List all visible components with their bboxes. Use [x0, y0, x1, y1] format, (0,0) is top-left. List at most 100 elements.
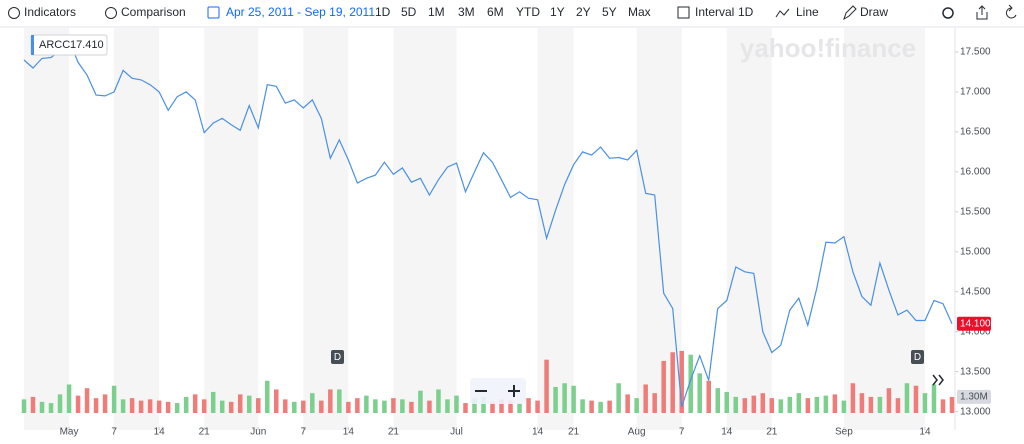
- interval-value[interactable]: 1D: [738, 5, 754, 19]
- y-tick-label: 14.500: [960, 286, 991, 297]
- comparison-button[interactable]: Comparison: [121, 5, 186, 19]
- volume-bar: [877, 396, 883, 413]
- volume-bar: [454, 395, 459, 413]
- volume-bar: [93, 398, 99, 413]
- volume-bar: [102, 394, 108, 413]
- volume-bar: [742, 398, 748, 413]
- x-tick-label: 14: [343, 427, 355, 438]
- range-button[interactable]: Max: [628, 5, 651, 19]
- interval-label: Interval: [695, 5, 734, 19]
- range-button[interactable]: 5Y: [602, 5, 617, 19]
- range-button[interactable]: 5D: [401, 5, 417, 19]
- volume-bar: [373, 399, 378, 413]
- volume-bar: [219, 400, 225, 413]
- range-button[interactable]: 3M: [458, 5, 475, 19]
- x-tick-label: 7: [679, 427, 685, 438]
- dividend-label: D: [914, 352, 921, 363]
- volume-bar: [228, 401, 234, 413]
- volume-bar: [21, 399, 27, 413]
- range-button[interactable]: 1M: [428, 5, 445, 19]
- volume-bar: [634, 398, 639, 413]
- icon: [8, 7, 20, 19]
- x-tick-label: Jul: [450, 427, 463, 438]
- volume-bar: [607, 400, 612, 413]
- week-band: [393, 28, 457, 430]
- volume-bar: [111, 385, 117, 413]
- volume-bar: [850, 383, 856, 413]
- calendar-icon: [207, 6, 220, 19]
- y-tick-label: 17.000: [960, 87, 991, 98]
- volume-bar: [688, 354, 693, 413]
- volume-bar: [769, 398, 775, 413]
- range-button[interactable]: YTD: [516, 5, 540, 19]
- volume-bar: [472, 398, 477, 413]
- volume-bar: [805, 398, 811, 413]
- volume-bar: [120, 399, 126, 413]
- volume-bar: [949, 396, 955, 413]
- y-tick-label: 13.000: [960, 406, 991, 417]
- volume-bar: [427, 400, 432, 413]
- indicators-button[interactable]: Indicators: [24, 5, 76, 19]
- volume-bar: [409, 401, 414, 413]
- range-button[interactable]: 1D: [375, 5, 391, 19]
- volume-bar: [319, 400, 324, 413]
- zoom-in[interactable]: [508, 385, 520, 397]
- volume-bar: [463, 403, 468, 413]
- volume-bar: [598, 401, 603, 413]
- dividend-marker[interactable]: [331, 350, 344, 364]
- range-button[interactable]: 1Y: [550, 5, 565, 19]
- range-button[interactable]: 6M: [487, 5, 504, 19]
- x-tick-label: 14: [532, 427, 544, 438]
- volume-bar: [832, 394, 838, 413]
- volume: [21, 351, 955, 413]
- scroll-right[interactable]: [932, 374, 944, 386]
- range-button[interactable]: 2Y: [576, 5, 591, 19]
- volume-bar: [508, 400, 513, 413]
- volume-bar: [553, 386, 558, 413]
- week-band: [726, 28, 772, 430]
- volume-bar: [337, 389, 342, 413]
- volume-tag-label: 1.30M: [960, 392, 988, 403]
- volume-bar: [201, 399, 207, 413]
- volume-bar: [571, 385, 576, 413]
- x-tick-label: Aug: [628, 427, 646, 438]
- volume-bar: [895, 398, 901, 413]
- chart-type[interactable]: Line: [796, 5, 819, 19]
- volume-bar: [328, 389, 333, 413]
- volume-bar: [589, 400, 594, 413]
- watermark: yahoo!finance: [740, 33, 916, 63]
- date-range[interactable]: Apr 25, 2011 - Sep 19, 2011: [226, 5, 375, 19]
- volume-bar: [400, 399, 405, 413]
- volume-bar: [210, 391, 216, 413]
- reset-icon[interactable]: [1005, 4, 1017, 19]
- volume-bar: [246, 395, 252, 413]
- volume-bar: [697, 373, 702, 413]
- y-tick-label: 13.500: [960, 366, 991, 377]
- volume-bar: [391, 398, 396, 413]
- x-tick-label: 21: [199, 427, 211, 438]
- volume-bar: [382, 400, 387, 413]
- x-tick-label: May: [60, 427, 79, 438]
- volume-bar: [814, 396, 820, 413]
- settings-icon[interactable]: [942, 7, 954, 19]
- volume-bar: [39, 401, 45, 413]
- share-icon[interactable]: [976, 5, 988, 20]
- dividend-label: D: [334, 352, 341, 363]
- volume-bar: [661, 360, 666, 413]
- volume-bar: [625, 394, 630, 413]
- volume-bar: [562, 383, 567, 413]
- tooltip-swatch: [31, 35, 34, 55]
- week-bands: [24, 28, 925, 430]
- draw-icon: [843, 5, 857, 21]
- volume-bar: [48, 403, 54, 413]
- x-tick-label: 21: [388, 427, 400, 438]
- volume-tag: [957, 389, 991, 404]
- volume-bar: [481, 396, 486, 413]
- dividend-marker[interactable]: [911, 350, 924, 364]
- volume-bar: [57, 394, 63, 413]
- y-tick-label: 14.000: [960, 326, 991, 337]
- week-band: [114, 28, 160, 430]
- draw-button[interactable]: Draw: [860, 5, 888, 19]
- volume-bar: [841, 400, 847, 413]
